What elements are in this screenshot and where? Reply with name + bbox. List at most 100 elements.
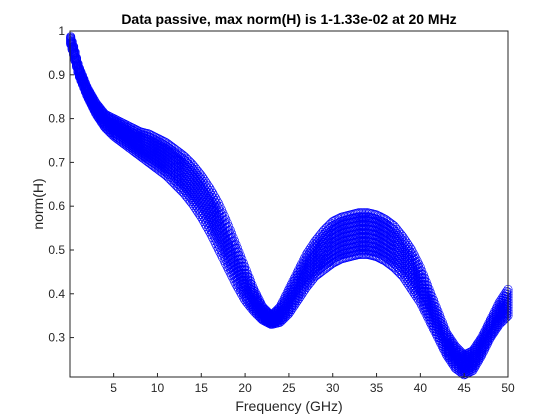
- data-point: [284, 287, 294, 297]
- data-point: [88, 92, 98, 102]
- data-point: [480, 327, 490, 337]
- data-point: [199, 174, 209, 184]
- data-point: [186, 165, 196, 175]
- data-point: [151, 132, 161, 142]
- data-point: [93, 101, 103, 111]
- data-point: [443, 330, 453, 340]
- y-tick-label: 0.8: [48, 112, 65, 126]
- data-point: [405, 243, 415, 253]
- data-point: [145, 129, 155, 139]
- data-point: [187, 159, 197, 169]
- data-point: [330, 215, 340, 225]
- data-point: [202, 183, 212, 193]
- data-point: [275, 302, 285, 312]
- data-point: [155, 138, 165, 148]
- data-point: [487, 312, 497, 322]
- data-point: [500, 289, 510, 299]
- data-point: [82, 82, 92, 92]
- data-point: [374, 211, 384, 221]
- data-point: [409, 251, 419, 261]
- x-tick-label: 40: [414, 381, 428, 395]
- data-point: [197, 176, 207, 186]
- data-point: [440, 327, 450, 337]
- data-point: [205, 187, 215, 197]
- data-point: [493, 300, 503, 310]
- y-tick-label: 0.4: [48, 287, 65, 301]
- y-tick-label: 0.5: [48, 243, 65, 257]
- data-point: [304, 245, 314, 255]
- data-point: [477, 333, 487, 343]
- data-point: [187, 163, 197, 173]
- data-point: [292, 267, 302, 277]
- y-tick-label: 0.9: [48, 68, 65, 82]
- data-point: [72, 53, 82, 63]
- x-tick-label: 25: [282, 381, 296, 395]
- data-point: [306, 243, 316, 253]
- x-tick-label: 30: [326, 381, 340, 395]
- data-point: [494, 298, 504, 308]
- data-point: [389, 225, 399, 235]
- data-point: [110, 114, 120, 124]
- data-point: [203, 185, 213, 195]
- data-point: [402, 246, 412, 256]
- data-point: [282, 290, 292, 300]
- data-point: [444, 332, 454, 342]
- data-point: [412, 256, 422, 266]
- data-point: [414, 259, 424, 269]
- data-point: [284, 285, 294, 295]
- data-point: [491, 303, 501, 313]
- data-point: [456, 347, 466, 357]
- data-point: [408, 248, 418, 258]
- data-point: [189, 161, 199, 171]
- data-point: [300, 253, 310, 263]
- x-tick-label: 20: [238, 381, 252, 395]
- x-tick-label: 35: [370, 381, 384, 395]
- data-point: [281, 291, 291, 301]
- data-point: [206, 186, 216, 196]
- data-point: [389, 221, 399, 231]
- data-point: [189, 201, 199, 211]
- data-point: [291, 270, 301, 280]
- data-point: [205, 183, 215, 193]
- data-point: [191, 165, 201, 175]
- data-point: [310, 237, 320, 247]
- data-point: [272, 305, 282, 315]
- data-point: [401, 244, 411, 254]
- data-point: [209, 191, 219, 201]
- y-tick-label: 0.3: [48, 331, 65, 345]
- data-point: [191, 169, 201, 179]
- data-point: [414, 263, 424, 273]
- data-point: [301, 250, 311, 260]
- data-point: [124, 121, 134, 131]
- data-point: [107, 113, 117, 123]
- data-point: [158, 136, 168, 146]
- data-point: [126, 122, 136, 132]
- data-point: [114, 116, 124, 126]
- data-point: [155, 135, 165, 145]
- x-tick-label: 15: [195, 381, 209, 395]
- chart-title: Data passive, max norm(H) is 1-1.33e-02 …: [121, 11, 456, 27]
- data-point: [447, 337, 457, 347]
- data-point: [152, 133, 162, 143]
- data-point: [186, 177, 196, 187]
- data-point: [468, 346, 478, 356]
- data-point: [146, 130, 156, 140]
- data-point: [212, 196, 222, 206]
- data-point: [265, 309, 275, 319]
- data-point: [402, 242, 412, 252]
- data-point: [127, 123, 137, 133]
- data-point: [121, 120, 131, 130]
- data-point: [462, 349, 472, 359]
- data-point: [89, 95, 99, 105]
- data-point: [113, 116, 123, 126]
- data-point: [469, 344, 479, 354]
- data-point: [393, 226, 403, 236]
- data-point: [152, 136, 162, 146]
- data-point: [80, 78, 90, 88]
- data-point: [143, 129, 153, 139]
- data-point: [376, 212, 386, 222]
- data-point: [111, 115, 121, 125]
- data-point: [149, 132, 159, 142]
